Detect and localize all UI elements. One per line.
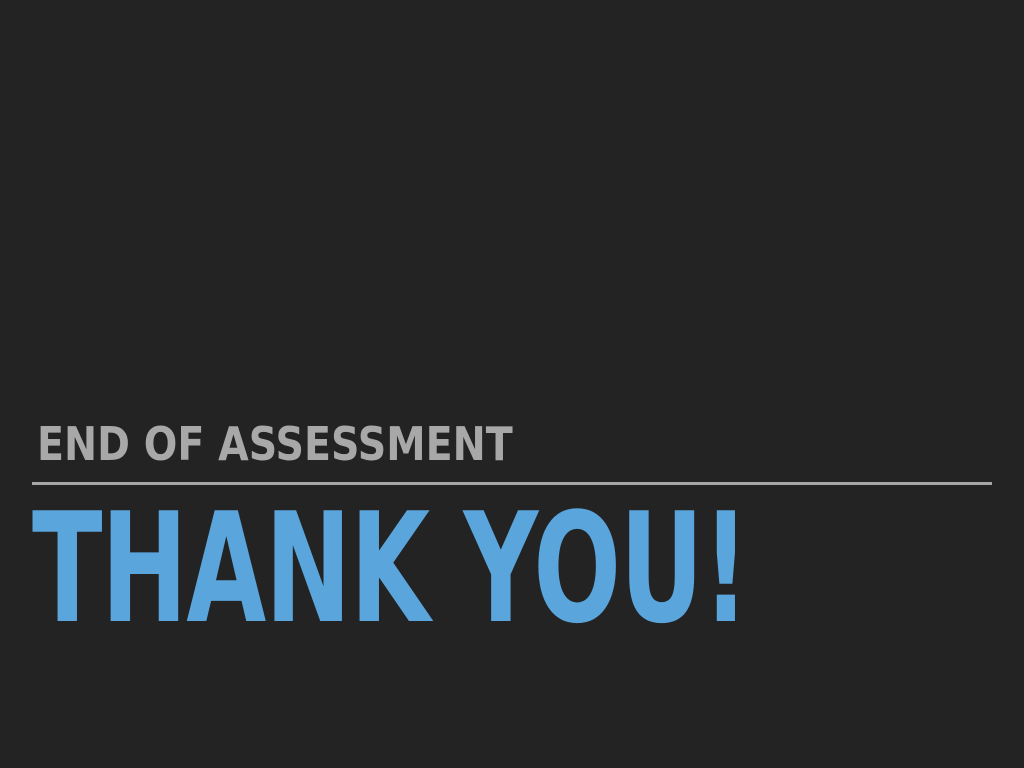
slide-title: THANK YOU! [32,480,749,657]
slide-subtitle: END OF ASSESSMENT [37,417,513,471]
divider-line [32,482,992,485]
